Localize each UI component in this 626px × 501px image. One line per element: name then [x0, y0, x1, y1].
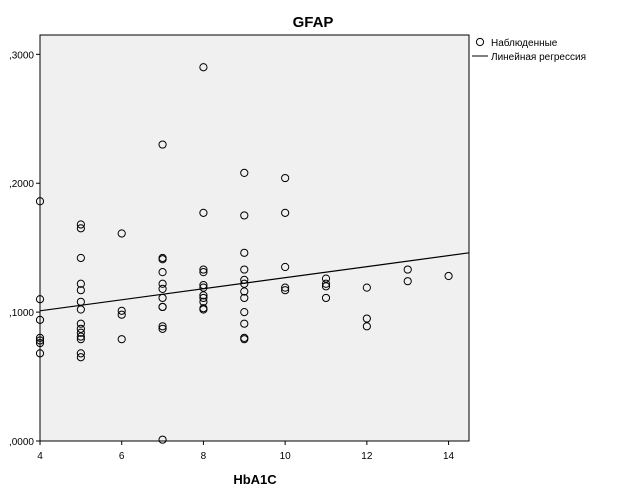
- legend-label-observed: Наблюденные: [491, 37, 558, 49]
- y-tick-label: ,1000: [9, 308, 34, 319]
- legend-marker-observed: [475, 37, 485, 47]
- data-point: [76, 286, 85, 295]
- data-point: [281, 262, 290, 272]
- x-axis-label: HbA1C: [233, 472, 277, 487]
- data-point: [35, 349, 45, 358]
- y-tick-label: ,0000: [9, 437, 34, 448]
- data-point: [240, 335, 249, 344]
- data-point: [199, 305, 208, 314]
- data-point: [76, 353, 85, 362]
- x-tick-label: 14: [443, 451, 455, 462]
- data-point: [35, 333, 45, 342]
- axes: 4 6 8 10 12 14 ,0000 ,1000 ,2000 ,3000: [9, 50, 455, 462]
- data-point: [321, 282, 331, 291]
- data-point: [158, 268, 167, 277]
- x-tick-label: 12: [361, 451, 373, 462]
- data-point: [240, 293, 249, 303]
- legend-label-regression: Линейная регрессия: [491, 52, 586, 63]
- x-tick-label: 10: [280, 451, 292, 462]
- data-point: [76, 305, 85, 314]
- y-tick-label: ,2000: [9, 179, 34, 190]
- data-point: [76, 220, 85, 229]
- data-point: [35, 295, 45, 304]
- data-point: [321, 274, 331, 283]
- data-point: [199, 268, 208, 277]
- data-point: [403, 265, 412, 274]
- data-point: [199, 297, 208, 306]
- data-point: [281, 208, 290, 217]
- data-point: [76, 328, 85, 337]
- data-point: [76, 224, 85, 233]
- data-point: [76, 324, 85, 333]
- data-point: [117, 306, 126, 315]
- y-tick-label: ,3000: [9, 50, 34, 61]
- data-point: [281, 283, 290, 292]
- data-point: [158, 324, 167, 333]
- data-point: [281, 286, 290, 295]
- data-point: [240, 287, 249, 296]
- data-points: [35, 63, 453, 444]
- data-point: [199, 208, 208, 217]
- data-point: [199, 291, 208, 300]
- data-point: [76, 279, 85, 288]
- data-point: [158, 435, 167, 444]
- chart-title: GFAP: [293, 14, 334, 31]
- data-point: [76, 349, 85, 358]
- data-point: [240, 308, 249, 317]
- x-tick-label: 8: [201, 451, 207, 462]
- data-point: [35, 336, 45, 345]
- plot-area: [39, 34, 470, 442]
- data-point: [321, 293, 331, 303]
- data-point: [76, 253, 85, 263]
- data-point: [117, 310, 126, 319]
- data-point: [199, 63, 208, 72]
- data-point: [158, 140, 167, 149]
- data-point: [240, 248, 249, 257]
- data-point: [76, 332, 85, 341]
- data-point: [35, 315, 45, 324]
- data-point: [158, 302, 167, 312]
- data-point: [158, 322, 167, 331]
- data-point: [240, 211, 249, 220]
- data-point: [35, 197, 45, 206]
- legend: Наблюденные Линейная регрессия: [472, 37, 586, 63]
- data-point: [240, 319, 249, 328]
- data-point: [158, 284, 167, 294]
- data-point: [362, 314, 371, 323]
- regression-line: [39, 252, 470, 312]
- data-point: [240, 265, 249, 274]
- x-tick-label: 4: [37, 451, 43, 462]
- data-point: [76, 319, 85, 328]
- x-tick-label: 6: [119, 451, 125, 462]
- data-point: [199, 283, 208, 292]
- data-point: [240, 168, 249, 178]
- data-point: [158, 255, 167, 264]
- data-point: [362, 283, 371, 292]
- data-point: [117, 335, 126, 344]
- data-point: [444, 271, 453, 281]
- data-point: [199, 265, 208, 274]
- data-point: [35, 338, 45, 348]
- data-point: [281, 173, 290, 183]
- data-point: [321, 279, 331, 288]
- data-point: [158, 279, 167, 288]
- data-point: [403, 277, 412, 286]
- data-point: [199, 293, 208, 303]
- data-point: [76, 335, 85, 344]
- data-point: [362, 322, 371, 331]
- data-point: [117, 229, 126, 238]
- regression-layer: [39, 252, 470, 312]
